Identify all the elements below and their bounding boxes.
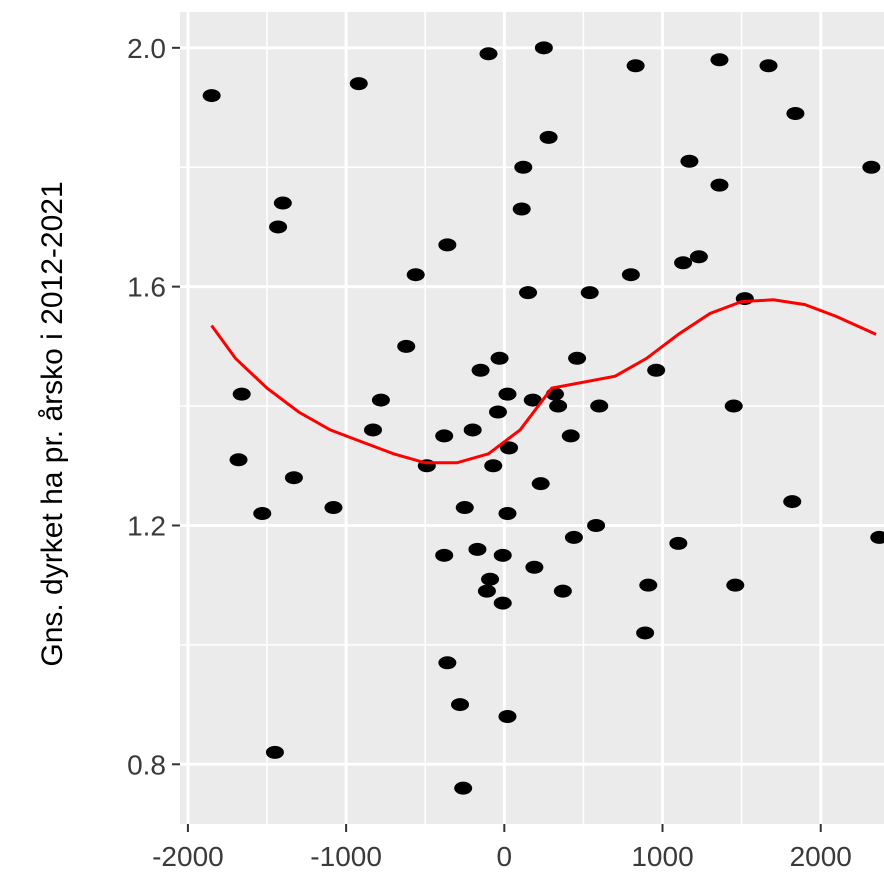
- data-point: [273, 196, 292, 210]
- data-point: [590, 399, 609, 413]
- data-point: [488, 405, 507, 419]
- data-point: [269, 220, 288, 234]
- x-tick-label: 2000: [790, 841, 852, 872]
- data-point: [498, 710, 517, 724]
- data-point: [680, 154, 699, 168]
- data-point: [477, 584, 496, 598]
- data-point: [202, 89, 221, 103]
- data-point: [564, 530, 583, 544]
- data-point: [674, 256, 693, 270]
- x-tick-label: -2000: [152, 841, 224, 872]
- data-point: [438, 656, 457, 670]
- data-point: [451, 698, 470, 712]
- data-point: [561, 429, 580, 443]
- data-point: [468, 542, 487, 556]
- y-tick-label: 2.0: [127, 33, 166, 64]
- y-tick-label: 0.8: [127, 749, 166, 780]
- data-point: [523, 393, 542, 407]
- data-point: [364, 423, 383, 437]
- data-point: [539, 130, 558, 144]
- data-point: [568, 351, 587, 365]
- data-point: [724, 399, 743, 413]
- data-point: [484, 459, 503, 473]
- data-point: [870, 530, 884, 544]
- y-tick-label: 1.6: [127, 272, 166, 303]
- data-point: [786, 107, 805, 120]
- data-point: [626, 59, 645, 73]
- x-axis-ticks: -2000 -1000 0 1000 2000: [152, 824, 852, 872]
- data-point: [479, 47, 498, 61]
- data-point: [324, 501, 343, 515]
- y-axis-ticks: 0.8 1.2 1.6 2.0: [127, 33, 180, 780]
- plot-panel: [180, 12, 884, 824]
- data-point: [534, 41, 553, 55]
- data-point: [514, 160, 533, 174]
- data-point: [232, 387, 251, 401]
- data-point: [349, 77, 368, 91]
- data-point: [438, 238, 457, 252]
- data-point: [519, 286, 538, 300]
- data-point: [435, 429, 454, 443]
- y-axis-label: Gns. dyrket ha pr. årsko i 2012-2021: [36, 181, 69, 666]
- data-point: [587, 518, 606, 532]
- x-tick-label: 0: [497, 841, 513, 872]
- data-point: [498, 387, 517, 401]
- data-point: [493, 596, 512, 610]
- smooth-line: [210, 298, 877, 465]
- data-point: [284, 471, 303, 485]
- data-point: [454, 781, 473, 795]
- data-point: [726, 578, 745, 592]
- data-point: [471, 363, 490, 377]
- data-point: [549, 399, 568, 413]
- data-points: [202, 41, 884, 795]
- data-point: [371, 393, 390, 407]
- data-point: [493, 548, 512, 562]
- x-tick-label: 1000: [631, 841, 693, 872]
- data-point: [669, 536, 688, 550]
- data-point: [759, 59, 778, 73]
- data-point: [481, 572, 500, 586]
- data-point: [710, 53, 729, 67]
- data-point: [525, 560, 544, 574]
- data-point: [636, 626, 655, 640]
- data-point: [647, 363, 666, 377]
- data-point: [580, 286, 599, 300]
- data-point: [463, 423, 482, 437]
- data-point: [710, 178, 729, 192]
- data-point: [783, 495, 802, 509]
- data-point: [531, 477, 550, 491]
- data-point: [553, 584, 572, 598]
- data-point: [512, 202, 531, 216]
- data-point: [455, 501, 474, 515]
- data-point: [498, 507, 517, 521]
- major-gridlines: [180, 12, 884, 824]
- data-point: [253, 507, 272, 521]
- data-point: [397, 339, 416, 353]
- data-point: [229, 453, 248, 467]
- y-tick-label: 1.2: [127, 510, 166, 541]
- data-point: [639, 578, 658, 592]
- data-point: [435, 548, 454, 562]
- x-tick-label: -1000: [310, 841, 382, 872]
- data-point: [265, 745, 284, 759]
- data-point: [490, 351, 509, 365]
- data-point: [500, 441, 519, 455]
- data-point: [862, 160, 881, 174]
- data-point: [406, 268, 425, 282]
- data-point: [621, 268, 640, 282]
- data-point: [689, 250, 708, 264]
